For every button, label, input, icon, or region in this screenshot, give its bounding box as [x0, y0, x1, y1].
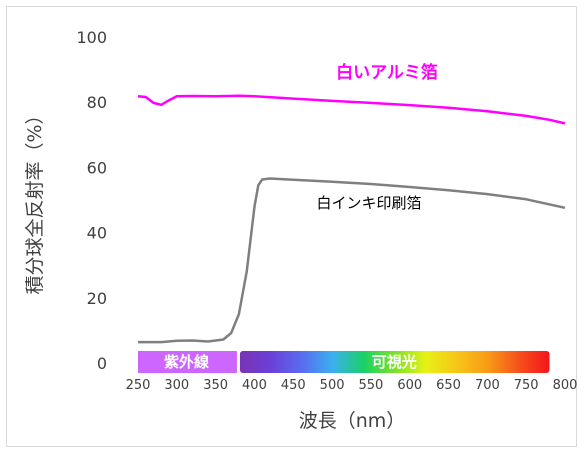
x-tick-label: 450	[281, 378, 306, 393]
x-axis-title: 波長（nm）	[299, 410, 406, 432]
y-tick-label: 20	[87, 289, 107, 308]
visible-band	[239, 351, 550, 373]
x-tick-label: 700	[475, 378, 500, 393]
uv-band	[138, 351, 237, 373]
uv-band-label: 紫外線	[164, 353, 209, 371]
y-tick-label: 80	[87, 93, 107, 112]
series-line-white-aluminum-foil	[137, 94, 566, 125]
x-tick-label: 750	[514, 378, 539, 393]
y-tick-label: 100	[76, 28, 107, 47]
x-tick-label: 600	[397, 378, 422, 393]
x-tick-label: 400	[242, 378, 267, 393]
series-label-white-aluminum-foil: 白いアルミ箔	[336, 62, 438, 83]
x-tick-label: 650	[436, 378, 461, 393]
series-label-white-ink-printed-foil: 白インキ印刷箔	[316, 194, 421, 212]
y-tick-label: 40	[87, 224, 107, 243]
y-axis-title: 積分球全反射率（%）	[24, 105, 46, 294]
x-tick-label: 250	[126, 378, 151, 393]
y-tick-label: 0	[97, 354, 107, 373]
series-line-white-ink-printed-foil	[138, 177, 566, 344]
x-tick-label: 350	[203, 378, 228, 393]
x-tick-label: 300	[164, 378, 189, 393]
x-tick-label: 550	[358, 378, 383, 393]
x-tick-label: 500	[320, 378, 345, 393]
reflectance-chart: 0 20 40 60 80 100 紫外線 可視光 250 300 350 400 450 500 55…	[24, 28, 578, 432]
chart-frame: 0 20 40 60 80 100 紫外線 可視光 250 300 350 400 450 500 55…	[6, 6, 577, 447]
x-tick-label: 800	[553, 378, 578, 393]
y-tick-label: 60	[87, 158, 107, 177]
visible-band-label: 可視光	[372, 353, 417, 371]
